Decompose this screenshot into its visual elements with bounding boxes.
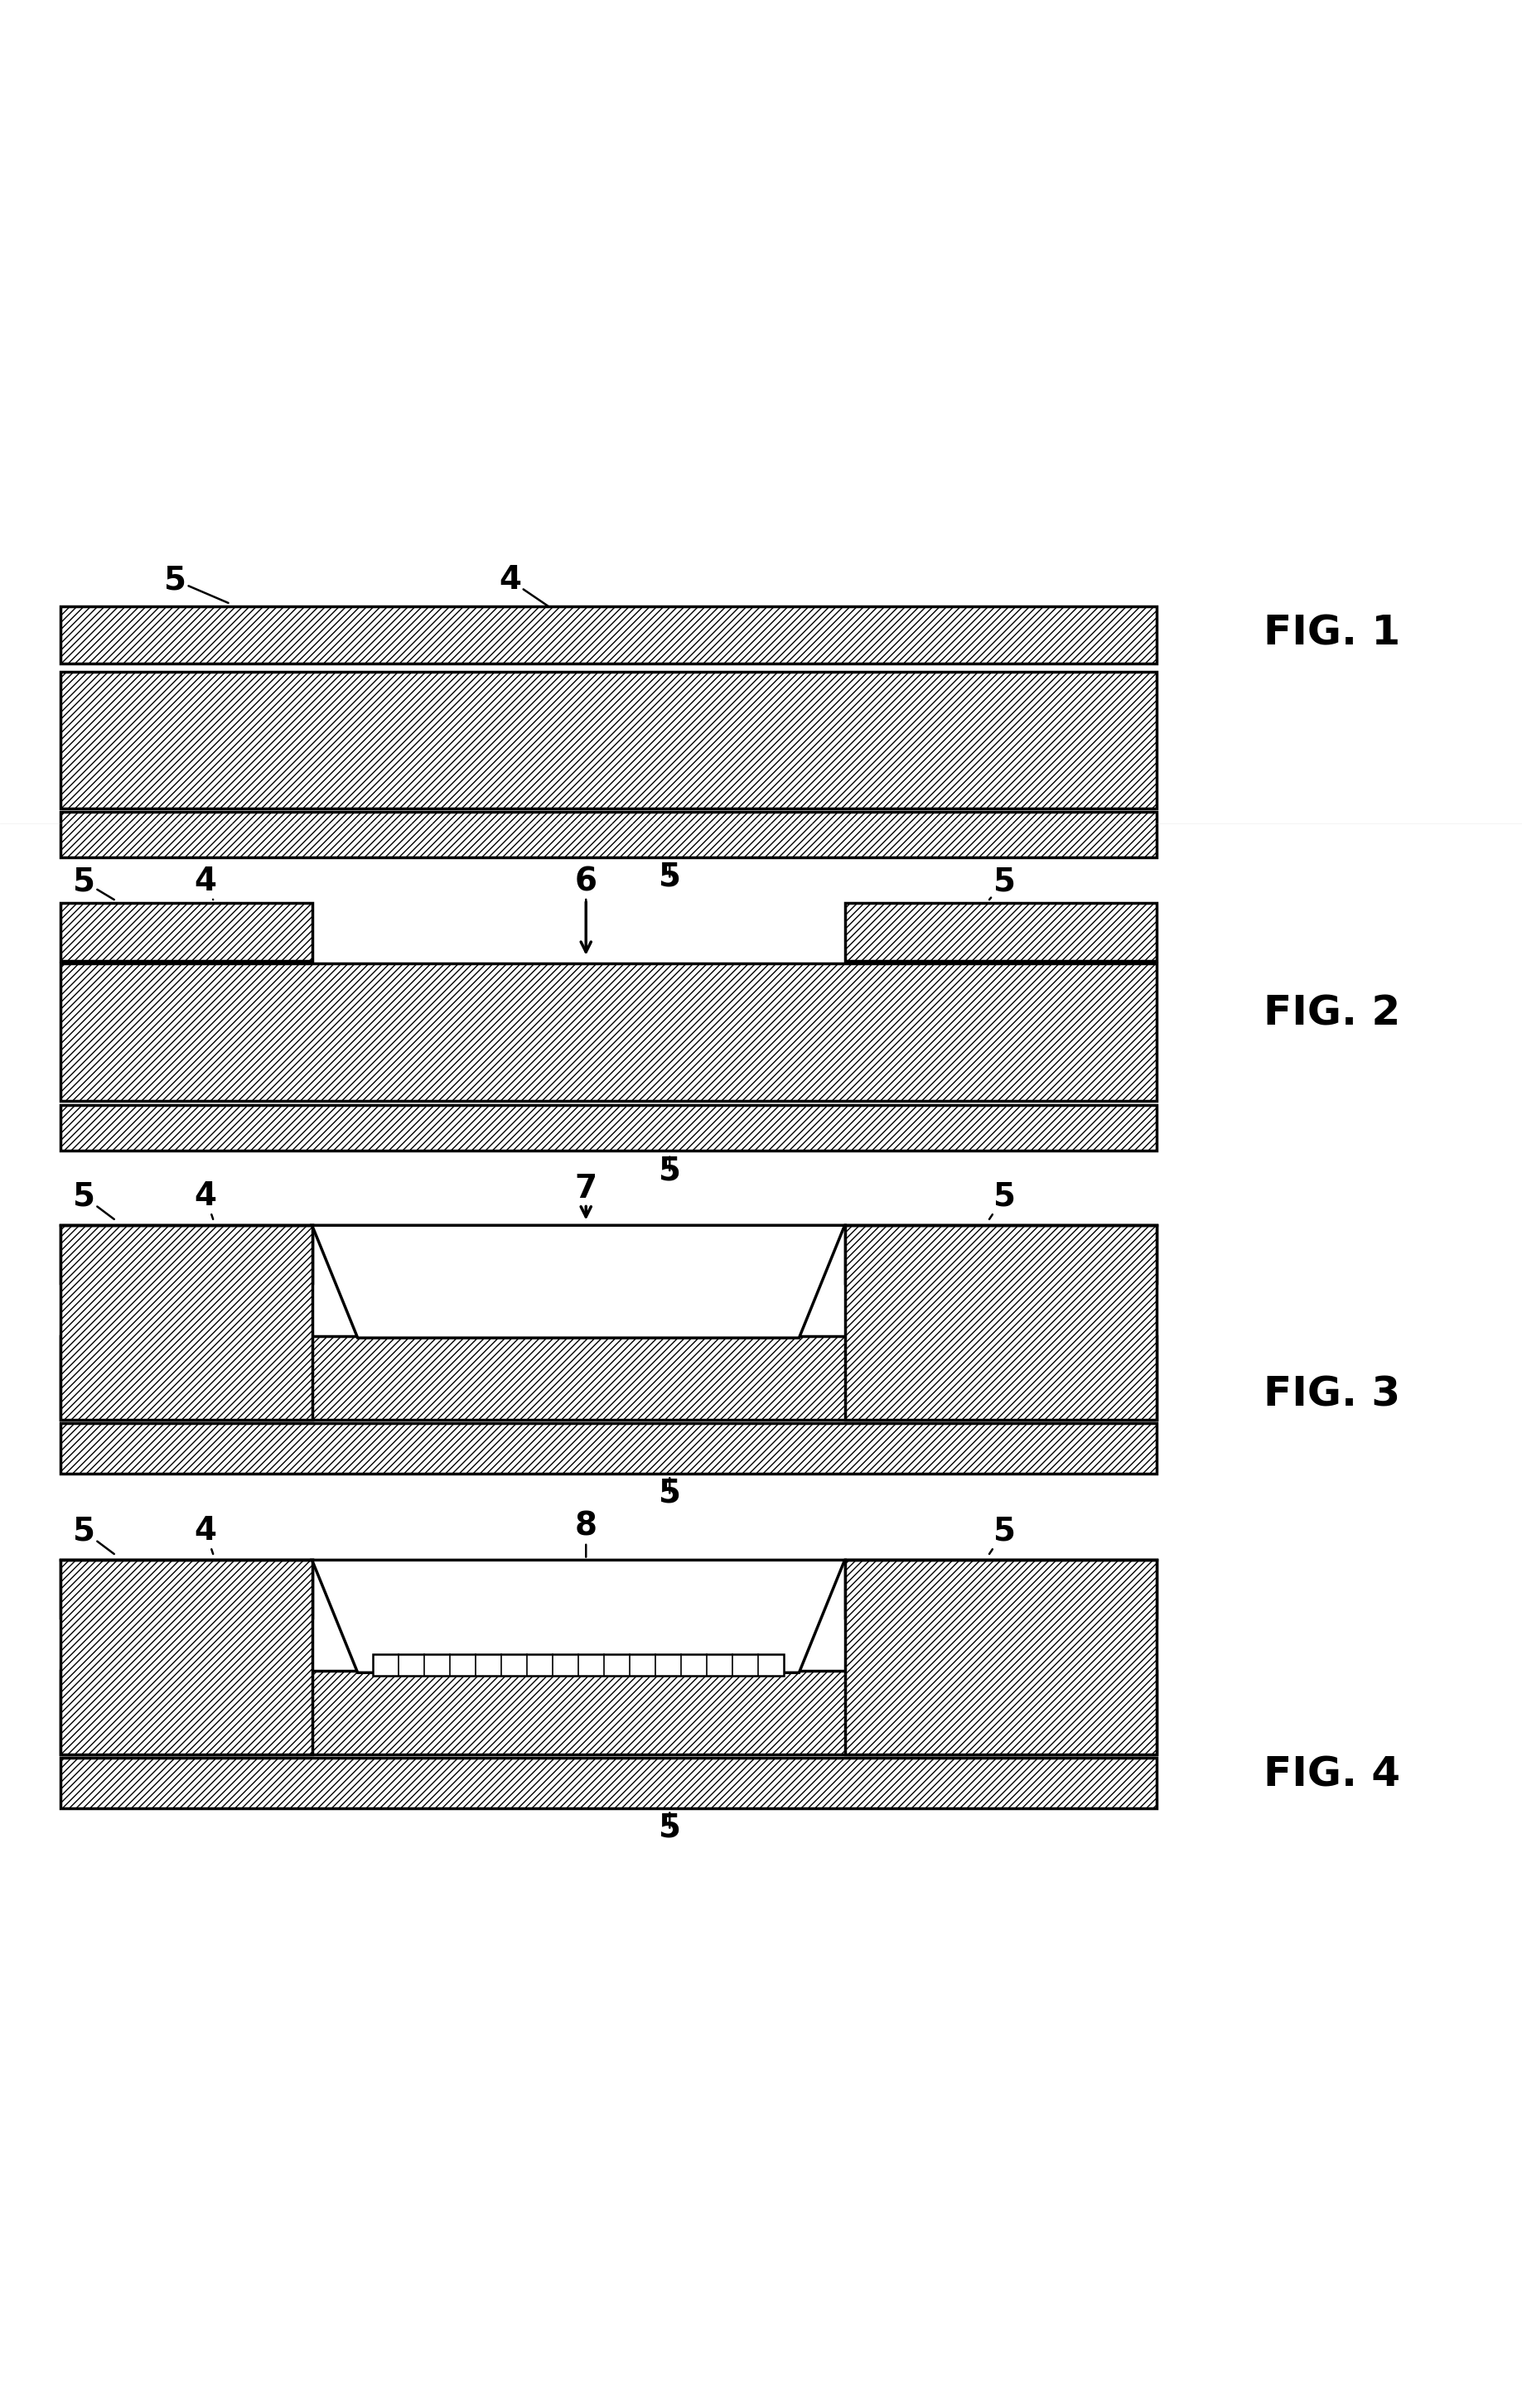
Bar [61,903,312,961]
Polygon shape [312,1226,845,1339]
Text: 5: 5 [73,1515,114,1553]
Bar [61,1105,1157,1151]
Bar [845,1560,1157,1618]
Text: 4: 4 [195,1180,216,1218]
Bar [61,1336,1157,1421]
Text: FIG. 3: FIG. 3 [1263,1375,1400,1413]
Text: 4: 4 [195,864,216,901]
Bar [61,607,1157,665]
Text: FIG. 2: FIG. 2 [1263,995,1400,1033]
Text: 5: 5 [659,1813,680,1845]
Text: 5: 5 [73,864,114,901]
Polygon shape [312,1560,845,1674]
Bar [61,1226,312,1283]
Bar [845,1560,1157,1755]
Bar [845,1226,1157,1421]
Text: 5: 5 [989,1515,1015,1553]
Text: 6: 6 [575,864,597,908]
Text: 5: 5 [659,1156,680,1187]
Text: 5: 5 [659,862,680,893]
Bar [845,1226,1157,1283]
Bar [61,963,1157,1100]
Text: 4: 4 [499,563,548,607]
Text: 4: 4 [195,1515,216,1553]
Text: FIG. 1: FIG. 1 [1263,614,1400,653]
Bar [61,672,1157,809]
Text: 7: 7 [575,1173,597,1211]
Text: 5: 5 [989,1180,1015,1218]
Text: 5: 5 [164,563,228,602]
Text: 5: 5 [73,1180,114,1218]
Text: 8: 8 [575,1510,597,1558]
Bar [373,1654,784,1676]
Bar [61,1758,1157,1808]
Bar [61,1560,312,1755]
Text: 5: 5 [989,864,1015,901]
Bar [845,903,1157,961]
Text: 5: 5 [659,1479,680,1510]
Bar [61,1671,1157,1755]
Bar [61,1560,312,1618]
Bar [61,1226,312,1421]
Bar [61,1423,1157,1474]
Bar [61,811,1157,857]
Text: FIG. 4: FIG. 4 [1263,1755,1400,1794]
